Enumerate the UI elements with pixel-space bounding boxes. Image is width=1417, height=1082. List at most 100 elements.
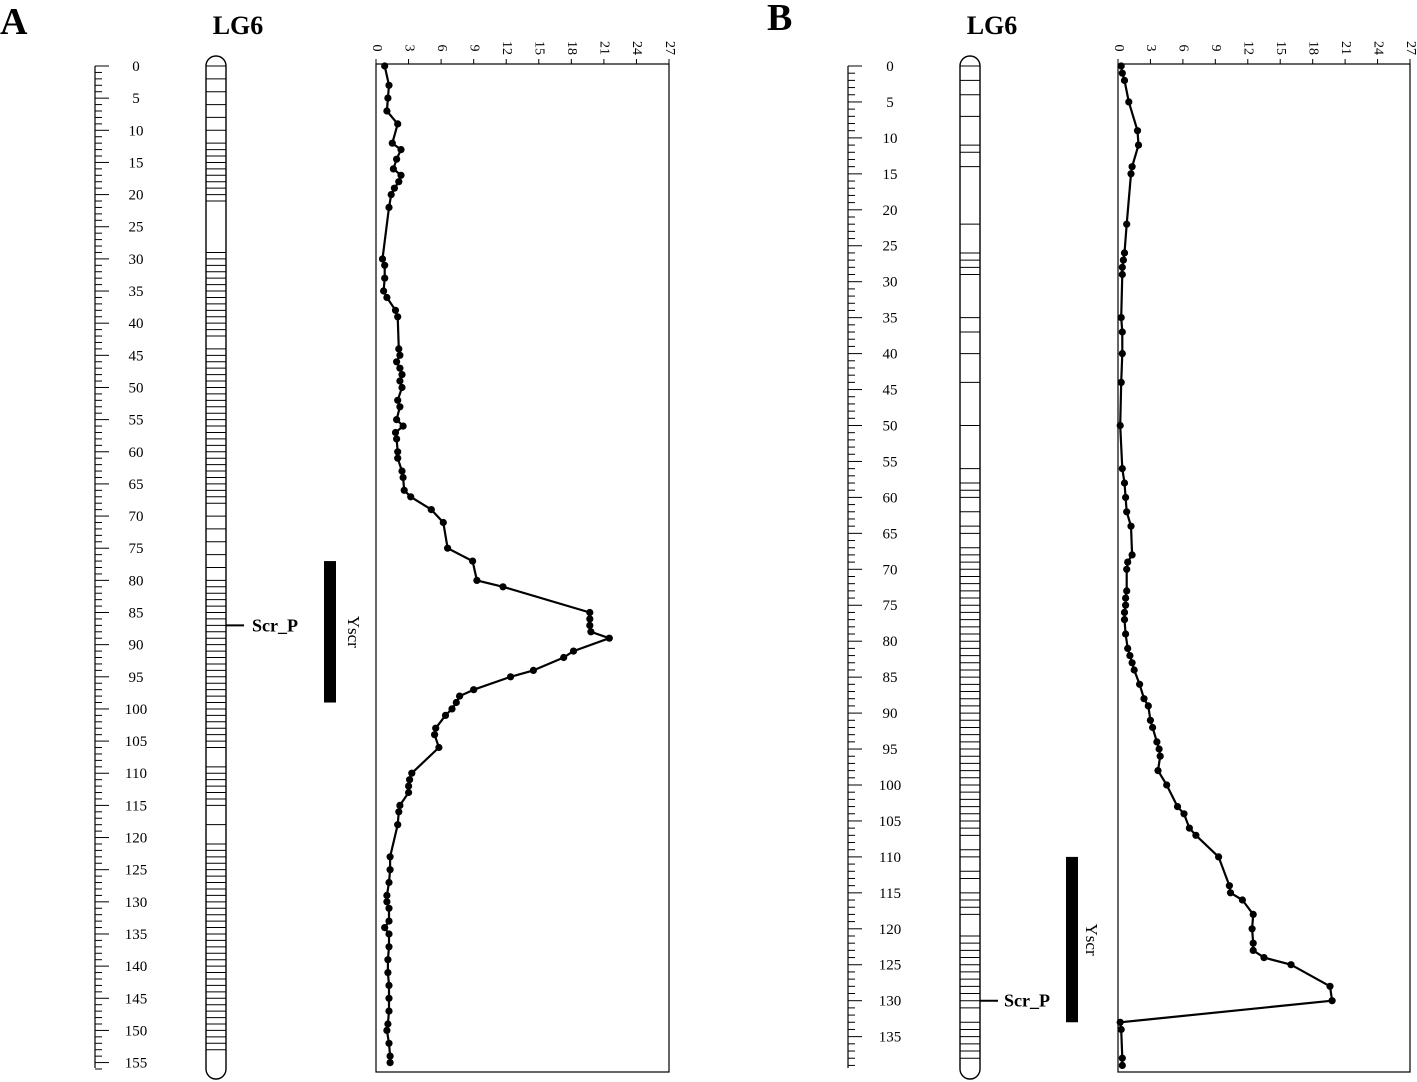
cm-tick-label: 30 xyxy=(883,275,898,291)
lod-point xyxy=(1128,551,1136,559)
cm-tick-label: 5 xyxy=(886,95,894,111)
lod-tick-label: 12 xyxy=(1241,41,1256,55)
lod-point xyxy=(1119,256,1127,264)
lod-point xyxy=(1173,803,1182,811)
lod-point xyxy=(1185,824,1193,832)
lod-point xyxy=(1287,961,1295,969)
cm-tick-label: 75 xyxy=(883,598,898,614)
lod-point xyxy=(1123,565,1131,573)
lod-point xyxy=(1123,508,1131,516)
lod-point xyxy=(385,981,393,990)
lod-point xyxy=(1122,630,1130,638)
lod-point xyxy=(383,891,391,900)
lod-point xyxy=(1192,831,1200,839)
lod-point xyxy=(1156,752,1164,760)
lod-point xyxy=(1249,910,1257,919)
lod-point xyxy=(1122,601,1130,609)
qtl-label: Yscr xyxy=(1082,924,1101,956)
lod-point xyxy=(1133,127,1142,135)
cm-tick-label: 70 xyxy=(883,562,898,578)
lod-point xyxy=(386,866,394,874)
lod-point xyxy=(390,184,398,192)
lod-point xyxy=(384,94,392,102)
panel-letter: A xyxy=(0,1,28,43)
lod-point xyxy=(1130,666,1138,674)
lod-point xyxy=(405,782,413,790)
lod-point xyxy=(394,396,402,404)
lod-point xyxy=(1127,522,1135,530)
lod-point xyxy=(1122,594,1130,602)
cm-tick-label: 135 xyxy=(879,1030,902,1046)
cm-tick-label: 130 xyxy=(879,994,902,1010)
lod-point xyxy=(444,544,452,552)
lod-point xyxy=(385,1007,393,1015)
cm-tick-label: 40 xyxy=(129,316,144,332)
lod-point xyxy=(1118,328,1126,336)
cm-tick-label: 135 xyxy=(125,927,148,943)
cm-tick-label: 85 xyxy=(883,670,898,686)
cm-tick-label: 45 xyxy=(129,348,144,364)
lod-point xyxy=(381,261,389,269)
cm-tick-label: 145 xyxy=(125,991,148,1007)
lod-point xyxy=(378,255,387,263)
lod-point xyxy=(1249,946,1257,955)
lod-point xyxy=(1238,896,1246,904)
cm-tick-label: 95 xyxy=(883,742,898,758)
lod-point xyxy=(1116,1018,1124,1026)
lod-tick-label: 6 xyxy=(434,45,449,52)
lod-point xyxy=(1125,98,1133,106)
lod-point xyxy=(398,383,406,392)
lod-point xyxy=(470,686,478,694)
lod-point xyxy=(1215,853,1223,861)
lod-point xyxy=(388,139,396,147)
cm-tick-label: 15 xyxy=(129,155,144,171)
lod-point xyxy=(439,518,447,527)
lod-point xyxy=(1123,220,1131,228)
lod-point xyxy=(507,673,515,681)
lod-point xyxy=(393,416,401,424)
lod-point xyxy=(427,506,435,514)
cm-tick-label: 20 xyxy=(883,203,898,219)
lod-point xyxy=(396,403,404,411)
lod-point xyxy=(1118,465,1126,473)
lod-point xyxy=(385,1039,393,1047)
plot-frame xyxy=(1117,63,1411,1073)
lod-point xyxy=(383,107,391,115)
lod-point xyxy=(1120,249,1129,257)
lod-point xyxy=(391,306,400,314)
cm-tick-label: 25 xyxy=(883,239,898,255)
lod-point xyxy=(1122,493,1130,501)
cm-tick-label: 150 xyxy=(125,1023,148,1039)
lod-point xyxy=(469,557,477,565)
lod-tick-label: 21 xyxy=(1338,41,1353,55)
lod-point xyxy=(394,120,402,128)
lod-point xyxy=(385,203,393,211)
lod-point xyxy=(1123,587,1131,595)
lod-point xyxy=(385,943,393,951)
lod-point xyxy=(387,191,395,199)
chromosome-bar: Scr_P xyxy=(959,55,1050,1080)
cm-tick-label: 70 xyxy=(129,509,144,525)
lod-point xyxy=(1128,163,1136,171)
cm-tick-label: 0 xyxy=(132,59,140,75)
cm-tick-label: 100 xyxy=(125,702,148,718)
lod-point xyxy=(406,776,414,784)
lod-point xyxy=(452,698,460,707)
cm-tick-label: 20 xyxy=(129,188,144,204)
lod-point xyxy=(1124,644,1132,653)
lod-point xyxy=(587,628,595,636)
lod-plot: 0 3 6 9 12 15 18 21 24 27 xyxy=(1111,41,1417,1073)
lod-point xyxy=(1120,608,1129,617)
cm-ruler: 0 5 10 15 20 25 30 35 40 45 50 55 60 65 70 75 80 85 90 95 10… xyxy=(847,59,902,1068)
lod-point xyxy=(1118,270,1126,279)
lod-tick-label: 3 xyxy=(1143,45,1158,52)
cm-tick-label: 80 xyxy=(883,634,898,650)
cm-tick-label: 50 xyxy=(883,418,898,434)
lod-tick-label: 15 xyxy=(1273,41,1288,55)
cm-tick-label: 125 xyxy=(879,958,902,974)
marker-label: Scr_P xyxy=(252,615,298,635)
cm-tick-label: 120 xyxy=(879,922,902,938)
lod-point xyxy=(586,608,594,617)
cm-tick-label: 55 xyxy=(129,413,144,429)
qtl-interval: Yscr xyxy=(324,561,363,703)
